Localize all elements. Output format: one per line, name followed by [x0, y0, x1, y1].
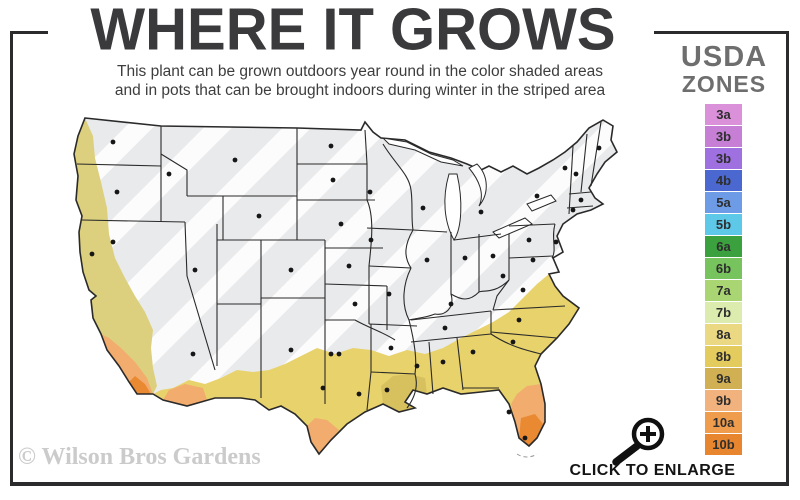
- state-dot: [89, 251, 95, 257]
- state-dot: [553, 239, 559, 245]
- state-dot: [470, 349, 476, 355]
- zone-patch-tan: [381, 374, 427, 412]
- magnifier-plus-icon: [612, 417, 665, 466]
- great-lakes: [381, 137, 557, 241]
- click-to-enlarge-label[interactable]: CLICK TO ENLARGE: [569, 462, 736, 479]
- state-dot: [573, 171, 579, 177]
- legend-title-usda: USDA: [680, 41, 768, 73]
- state-dot: [114, 189, 120, 195]
- state-dot: [328, 351, 334, 357]
- frame-border-bottom: [10, 482, 789, 486]
- state-dot: [288, 347, 294, 353]
- state-dot: [384, 387, 390, 393]
- state-dot: [506, 409, 512, 415]
- usda-zone-legend: 3a 3b 3b 4b 5a 5b 6a 6b 7a 7b 8a 8b 9a 9b 10a 10b: [705, 104, 742, 456]
- watermark: © Wilson Bros Gardens: [18, 444, 261, 470]
- legend-chip-7b: 7b: [705, 302, 742, 323]
- frame-border-left: [10, 31, 13, 486]
- state-borders: [76, 121, 602, 411]
- state-dot: [166, 171, 172, 177]
- usda-zone-map[interactable]: [65, 108, 665, 468]
- state-dot: [526, 237, 532, 243]
- zone-band-south-yellow: [153, 274, 579, 454]
- legend-chip-9b: 9b: [705, 390, 742, 411]
- state-dot: [500, 273, 506, 279]
- state-dot: [424, 257, 430, 263]
- state-dot: [578, 197, 584, 203]
- state-dot: [520, 287, 526, 293]
- state-dot: [562, 165, 568, 171]
- state-dot: [368, 237, 374, 243]
- legend-chip-8b: 8b: [705, 346, 742, 367]
- state-dot: [596, 145, 602, 151]
- state-dot: [346, 263, 352, 269]
- state-dot: [388, 345, 394, 351]
- legend-chip-9a: 9a: [705, 368, 742, 389]
- legend-chip-10b: 10b: [705, 434, 742, 455]
- state-dot: [448, 301, 454, 307]
- state-dot: [534, 193, 540, 199]
- state-dot: [414, 363, 420, 369]
- state-dot: [440, 359, 446, 365]
- state-dot: [232, 157, 238, 163]
- state-dot: [420, 205, 426, 211]
- legend-chip-10a: 10a: [705, 412, 742, 433]
- state-dot: [490, 253, 496, 259]
- legend-chip-5a: 5a: [705, 192, 742, 213]
- state-dot: [328, 143, 334, 149]
- state-dot: [110, 239, 116, 245]
- state-dot: [530, 257, 536, 263]
- zone-patch-peach-texas: [307, 418, 339, 454]
- legend-chip-8a: 8a: [705, 324, 742, 345]
- zone-band-west-coast: [74, 118, 157, 394]
- zone-patch-peach-arizona: [163, 384, 207, 406]
- legend-chip-4b: 4b: [705, 170, 742, 191]
- state-dot: [338, 221, 344, 227]
- state-dot: [522, 435, 528, 441]
- legend-title-zones: ZONES: [681, 71, 767, 97]
- state-dot: [478, 209, 484, 215]
- state-dot: [320, 385, 326, 391]
- zoom-magnifier-button[interactable]: [602, 414, 666, 473]
- frame-border-top-right: [654, 31, 789, 34]
- legend-chip-3b: 3b: [705, 148, 742, 169]
- state-dot: [336, 351, 342, 357]
- state-dot: [386, 291, 392, 297]
- zone-patch-peach-socal: [101, 334, 153, 394]
- florida-keys: [516, 453, 538, 458]
- page-title: WHERE IT GROWS: [90, 0, 616, 63]
- state-dot: [356, 391, 362, 397]
- subtitle-line-2: and in pots that can be brought indoors …: [114, 82, 606, 99]
- state-dot: [110, 139, 116, 145]
- legend-chip-7a: 7a: [705, 280, 742, 301]
- frame-border-top-left: [10, 31, 48, 34]
- state-dot: [192, 267, 198, 273]
- state-dot: [367, 189, 373, 195]
- state-dot: [510, 339, 516, 345]
- state-dot: [288, 267, 294, 273]
- subtitle: This plant can be grown outdoors year ro…: [60, 62, 660, 100]
- legend-chip-5b: 5b: [705, 214, 742, 235]
- state-dot: [442, 325, 448, 331]
- state-dot: [352, 301, 358, 307]
- state-dot: [190, 351, 196, 357]
- subtitle-line-1: This plant can be grown outdoors year ro…: [117, 63, 603, 80]
- legend-chip-3b: 3b: [705, 126, 742, 147]
- striped-area: [74, 118, 617, 454]
- legend-chip-6a: 6a: [705, 236, 742, 257]
- state-dots: [89, 139, 602, 441]
- legend-chip-3a: 3a: [705, 104, 742, 125]
- state-dot: [516, 317, 522, 323]
- frame-border-right: [786, 31, 789, 486]
- legend-chip-6b: 6b: [705, 258, 742, 279]
- state-dot: [570, 207, 576, 213]
- state-dot: [256, 213, 262, 219]
- legend-title: USDA ZONES: [660, 42, 788, 96]
- state-dot: [462, 255, 468, 261]
- state-dot: [330, 177, 336, 183]
